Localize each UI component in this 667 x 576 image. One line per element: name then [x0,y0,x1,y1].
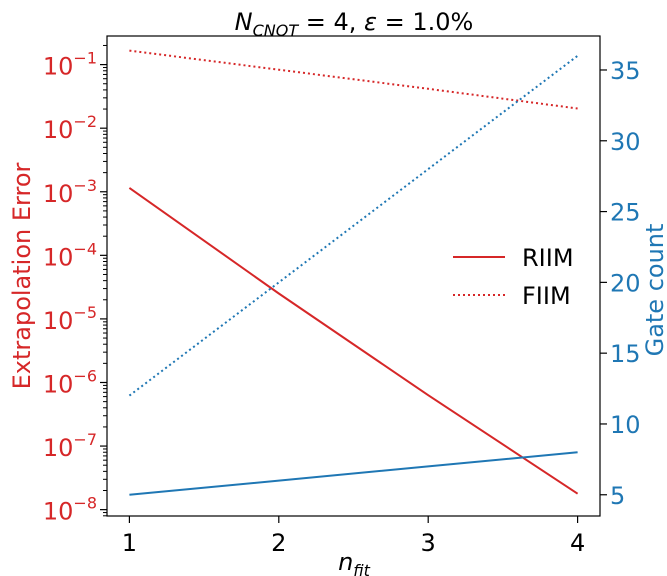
legend-label-fiim: FIIM [522,282,571,310]
y-right-tick-label: 10 [610,411,641,439]
series-line-right-dotted [128,55,579,397]
y-right-tick-label: 30 [610,128,641,156]
legend: RIIM FIIM [453,244,574,310]
y-left-tick-label: 10−6 [43,366,97,398]
y-right-tick-label: 15 [610,340,641,368]
legend-label-riim: RIIM [522,244,574,272]
y-left-tick-label: 10−5 [43,303,97,335]
x-tick-label: 3 [421,529,436,557]
y-left-tick-label: 10−3 [43,176,97,208]
y-left-tick-label: 10−1 [43,49,97,81]
y-axis-label-left: Extrapolation Error [8,162,36,389]
x-tick-label: 2 [271,529,286,557]
y-left-tick-label: 10−8 [43,494,97,526]
y-axis-label-right: Gate count [641,224,667,357]
y-right-tick-label: 25 [610,199,641,227]
x-tick-label: 4 [570,529,585,557]
plot-frame [106,35,601,517]
x-tick-label: 1 [122,529,137,557]
x-axis-label: nfit [338,548,371,576]
series-line-riim [128,187,579,495]
series-line-fiim [129,49,578,110]
series-line-right-solid [129,451,578,496]
y-right-tick-label: 20 [610,269,641,297]
y-right-tick-label: 35 [610,57,641,85]
chart-title: NCNOT = 4, ε = 1.0% [235,8,474,40]
y-left-tick-label: 10−4 [43,239,97,271]
y-right-tick-label: 5 [610,482,625,510]
y-left-tick-label: 10−2 [43,112,97,144]
y-left-tick-label: 10−7 [43,430,97,462]
plot-area: 1 2 3 4 10−8 10−7 10−6 10−5 10−4 10−3 10−2 10−1 5 10 1… [43,35,641,557]
